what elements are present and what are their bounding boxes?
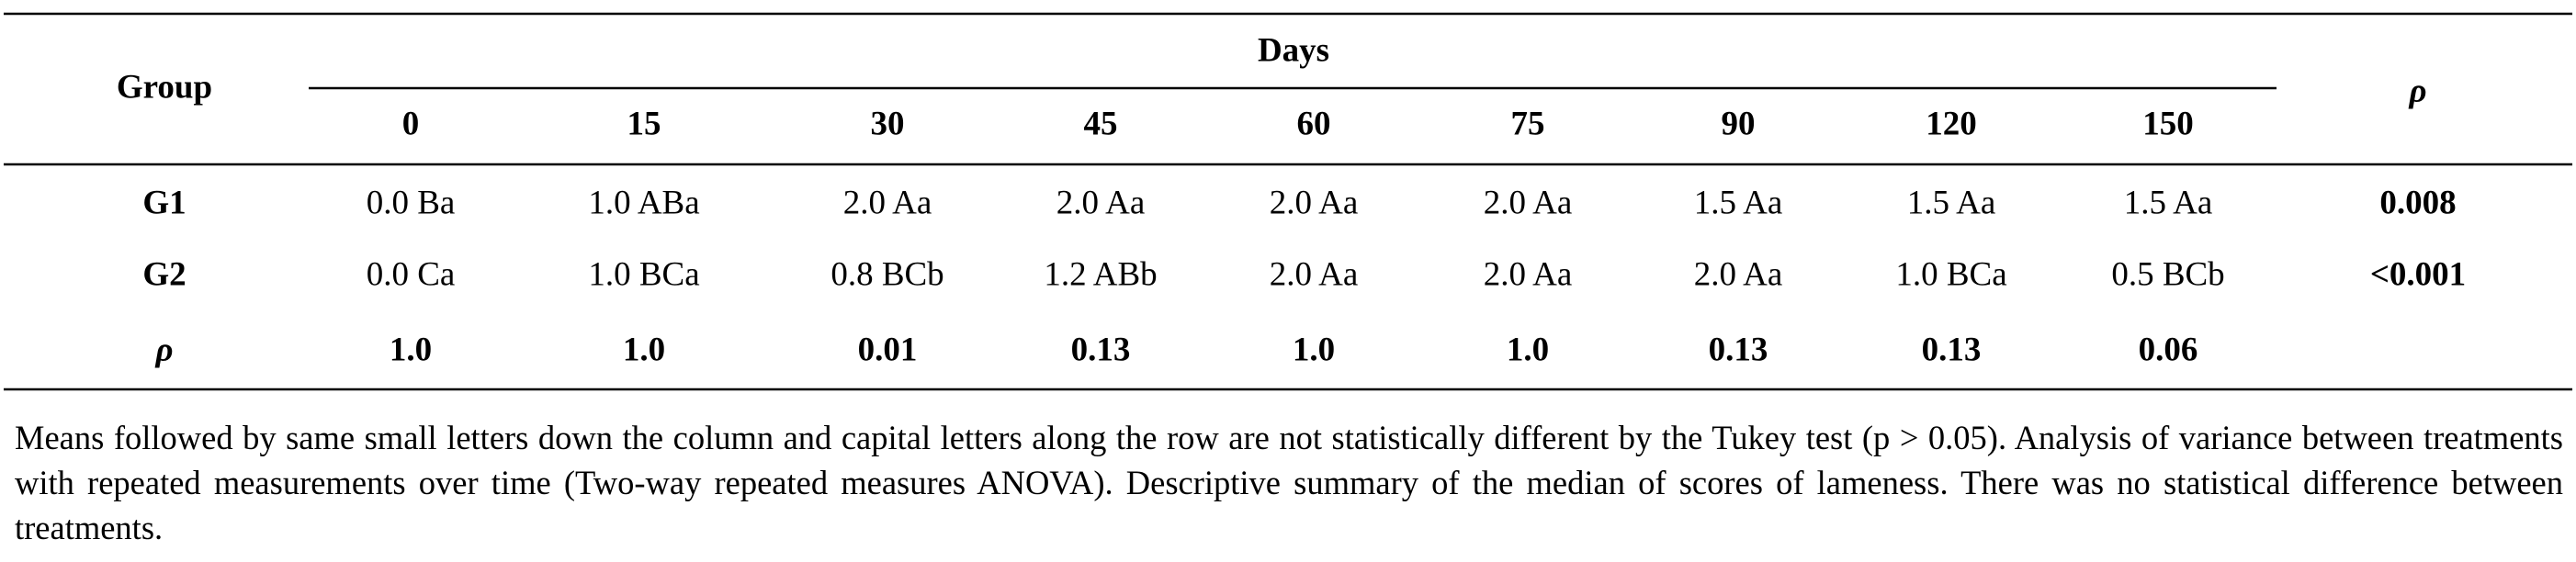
p-value: 0.008	[2379, 184, 2456, 221]
cell: 2.0 Aa	[1694, 255, 1783, 293]
cell: 1.0	[390, 331, 432, 368]
cell: 0.06	[2139, 331, 2198, 368]
header-group: Group	[117, 68, 212, 106]
cell: 1.0	[1293, 331, 1335, 368]
cell: 0.13	[1922, 331, 1982, 368]
cell: 2.0 Aa	[1484, 184, 1573, 221]
column-header: 150	[2142, 105, 2194, 142]
column-header: 45	[1084, 105, 1118, 142]
cell: 1.0 BCa	[1895, 255, 2006, 293]
cell: 1.0	[623, 331, 665, 368]
cell: 0.01	[858, 331, 918, 368]
cell: 2.0 Aa	[1270, 255, 1359, 293]
cell: 1.2 ABb	[1044, 255, 1157, 293]
cell: 0.8 BCb	[830, 255, 943, 293]
row-label: G1	[142, 184, 186, 221]
column-header: 15	[627, 105, 661, 142]
row-label: G2	[142, 255, 186, 293]
table: Group Days ρ 0 15 30 45 60 75 90 120 150 G1 0.0 Ba…	[4, 12, 2572, 391]
column-header: 30	[871, 105, 905, 142]
cell: 1.5 Aa	[1694, 184, 1783, 221]
cell: 1.0 BCa	[588, 255, 699, 293]
column-header: 0	[402, 105, 420, 142]
column-header: 90	[1722, 105, 1756, 142]
header-days: Days	[1258, 31, 1329, 69]
row-label: ρ	[154, 331, 173, 368]
cell: 0.13	[1071, 331, 1131, 368]
column-header: 60	[1297, 105, 1331, 142]
cell: 0.0 Ca	[367, 255, 456, 293]
cell: 0.5 BCb	[2111, 255, 2224, 293]
cell: 2.0 Aa	[1056, 184, 1146, 221]
column-header: 75	[1511, 105, 1545, 142]
footnote: Means followed by same small letters dow…	[15, 419, 2563, 546]
cell: 1.0	[1507, 331, 1549, 368]
cell: 1.5 Aa	[2124, 184, 2213, 221]
cell: 2.0 Aa	[843, 184, 932, 221]
column-header: 120	[1926, 105, 1977, 142]
header-p: ρ	[2408, 72, 2426, 109]
p-value: <0.001	[2370, 255, 2466, 293]
cell: 0.0 Ba	[367, 184, 456, 221]
cell: 2.0 Aa	[1270, 184, 1359, 221]
cell: 1.0 ABa	[588, 184, 699, 221]
cell: 2.0 Aa	[1484, 255, 1573, 293]
cell: 1.5 Aa	[1907, 184, 1996, 221]
cell: 0.13	[1709, 331, 1768, 368]
